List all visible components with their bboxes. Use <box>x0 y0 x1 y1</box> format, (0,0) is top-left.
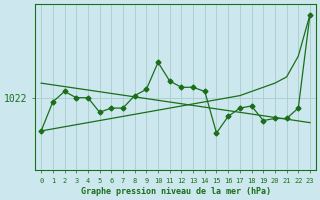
X-axis label: Graphe pression niveau de la mer (hPa): Graphe pression niveau de la mer (hPa) <box>81 187 271 196</box>
